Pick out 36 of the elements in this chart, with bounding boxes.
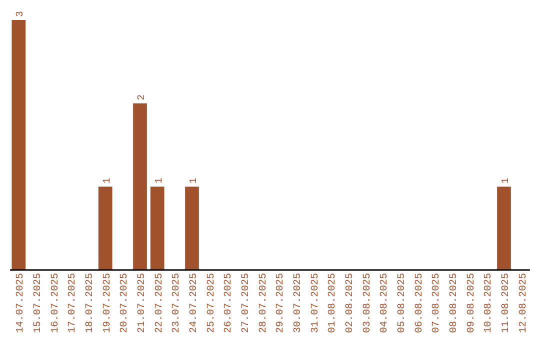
- x-tick-label: 16.07.2025: [50, 273, 62, 334]
- x-tick-label: 29.07.2025: [276, 273, 287, 334]
- x-tick-label: 28.07.2025: [258, 273, 270, 334]
- x-tick-label: 07.08.2025: [432, 273, 443, 334]
- x-tick-label: 12.08.2025: [518, 273, 530, 334]
- x-tick-label: 11.08.2025: [501, 273, 512, 334]
- x-tick-label: 02.08.2025: [345, 273, 356, 334]
- x-tick-label: 10.08.2025: [484, 273, 495, 334]
- data-label: 1: [189, 178, 200, 184]
- x-tick-label: 09.08.2025: [466, 273, 478, 334]
- x-tick-label: 05.08.2025: [397, 273, 408, 334]
- x-tick-label: 08.08.2025: [449, 273, 460, 334]
- x-tick-label: 21.07.2025: [137, 273, 148, 334]
- x-tick-label: 22.07.2025: [154, 273, 166, 334]
- data-label: 1: [102, 178, 114, 184]
- x-tick-label: 23.07.2025: [172, 273, 183, 334]
- x-tick-label: 31.07.2025: [310, 273, 322, 334]
- data-label: 2: [137, 94, 148, 100]
- x-tick-label: 15.07.2025: [33, 273, 44, 334]
- x-tick-label: 19.07.2025: [102, 273, 114, 334]
- data-label: 3: [16, 10, 27, 17]
- x-tick-label: 20.07.2025: [120, 273, 131, 334]
- data-label: 1: [501, 178, 512, 184]
- x-tick-label: 03.08.2025: [362, 273, 374, 334]
- x-tick-label: 04.08.2025: [380, 273, 391, 334]
- x-tick-label: 06.08.2025: [414, 273, 426, 334]
- x-tick-label: 18.07.2025: [85, 273, 96, 334]
- x-tick-label: 01.08.2025: [328, 273, 339, 334]
- x-tick-label: 30.07.2025: [293, 273, 304, 334]
- x-tick-label: 25.07.2025: [206, 273, 218, 334]
- x-tick-label: 14.07.2025: [16, 273, 27, 334]
- x-tick-label: 27.07.2025: [241, 273, 252, 334]
- data-label: 1: [154, 178, 166, 184]
- x-tick-label: 24.07.2025: [189, 273, 200, 334]
- x-tick-label: 26.07.2025: [224, 273, 235, 334]
- x-tick-label: 17.07.2025: [68, 273, 79, 334]
